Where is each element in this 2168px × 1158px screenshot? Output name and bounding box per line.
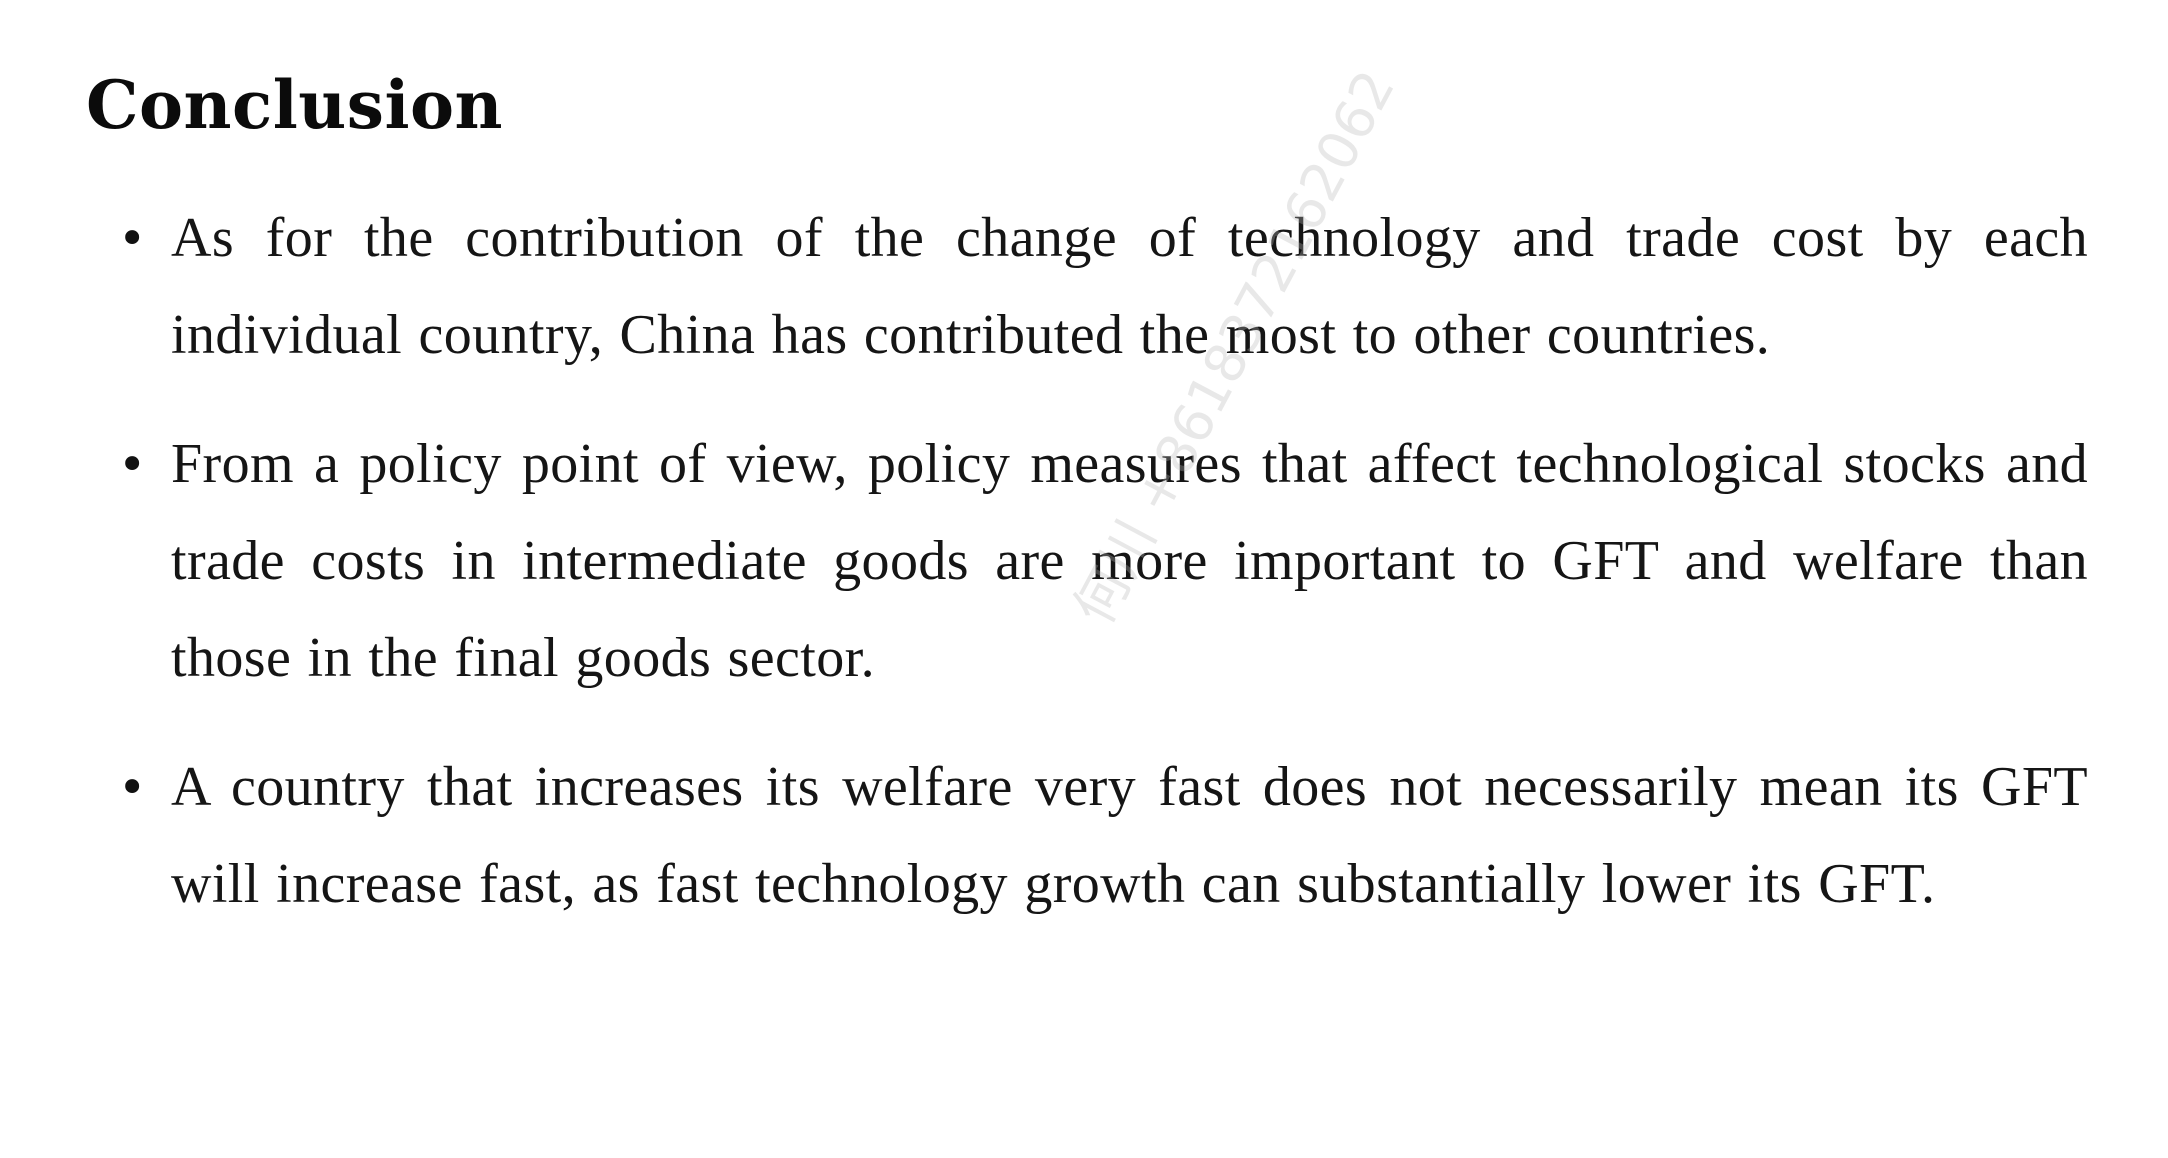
bullet-marker-icon: • bbox=[118, 437, 147, 493]
slide-title: Conclusion bbox=[86, 66, 504, 144]
bullet-marker-icon: • bbox=[118, 211, 147, 267]
bullet-text-1: As for the contribution of the change of… bbox=[171, 207, 2088, 366]
bullet-text-3: A country that increases its welfare ver… bbox=[171, 756, 2088, 915]
bullet-text-2: From a policy point of view, policy meas… bbox=[171, 433, 2088, 689]
bullet-item-1: • As for the contribution of the change … bbox=[118, 190, 2088, 384]
bullet-item-3: • A country that increases its welfare v… bbox=[118, 739, 2088, 933]
bullet-marker-icon: • bbox=[118, 760, 147, 816]
bullet-item-2: • From a policy point of view, policy me… bbox=[118, 416, 2088, 707]
conclusion-bullet-list: • As for the contribution of the change … bbox=[118, 190, 2088, 965]
